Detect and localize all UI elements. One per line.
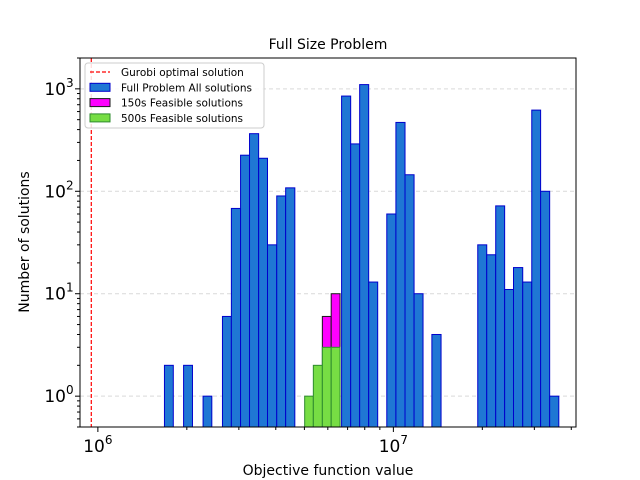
y-tick-label-0: 100 [44,383,73,407]
bar-full-23 [504,288,515,428]
bars-500s-feasible [304,346,341,428]
bar-full-22 [495,205,506,428]
bar-full-26 [531,109,542,428]
bar-full-20 [477,244,488,428]
bar-full-25 [522,281,533,428]
bar-full-24 [513,267,524,428]
bar-full-14 [368,281,379,428]
y-tick-label-2: 102 [44,178,73,202]
bar-full-13 [359,84,370,428]
bar-full-7 [258,157,268,428]
bar-full-15 [386,213,397,428]
legend-swatch-2 [89,98,111,108]
y-tick-label-1: 101 [44,281,73,305]
legend-swatch-1 [89,82,111,92]
bar-full-4 [230,207,242,428]
bar-500s-2 [321,346,332,428]
bar-full-28 [549,395,560,428]
y-axis-ticks: 100 101 102 103 [44,57,80,428]
bar-500s-0 [304,395,314,428]
bar-full-19 [431,333,442,428]
bar-500s-3 [330,346,341,428]
legend-box [84,62,265,129]
legend: Gurobi optimal solution Full Problem All … [84,62,265,129]
bar-full-17 [404,174,415,428]
legend-label-2: 150s Feasible solutions [121,98,243,110]
legend-label-0: Gurobi optimal solution [121,67,244,79]
legend-swatch-3 [89,113,111,123]
bar-full-8 [266,244,278,428]
legend-label-1: Full Problem All solutions [121,82,252,94]
bar-full-5 [240,154,251,428]
bar-full-9 [276,195,287,428]
bar-full-0 [163,364,174,428]
bar-full-27 [540,190,551,428]
bars-full-problem [163,84,560,428]
bar-full-18 [413,293,424,428]
x-tick-label-1: 107 [379,433,408,457]
chart-title: Full Size Problem [269,37,388,53]
bar-full-10 [285,187,296,428]
x-tick-label-0: 106 [83,433,112,457]
bar-full-11 [341,95,352,428]
bar-full-16 [395,121,406,428]
bar-full-2 [202,395,213,428]
bar-full-6 [249,133,260,428]
y-tick-label-3: 103 [44,76,73,100]
y-axis-label: Number of solutions [17,171,33,312]
x-axis-label: Objective function value [243,463,414,479]
bar-full-3 [221,315,232,428]
legend-label-3: 500s Feasible solutions [121,113,243,125]
bar-full-1 [183,364,193,428]
bar-full-21 [486,254,497,428]
bar-500s-1 [312,364,323,428]
bar-full-12 [350,143,361,428]
x-axis-ticks: 106 107 [83,427,572,457]
